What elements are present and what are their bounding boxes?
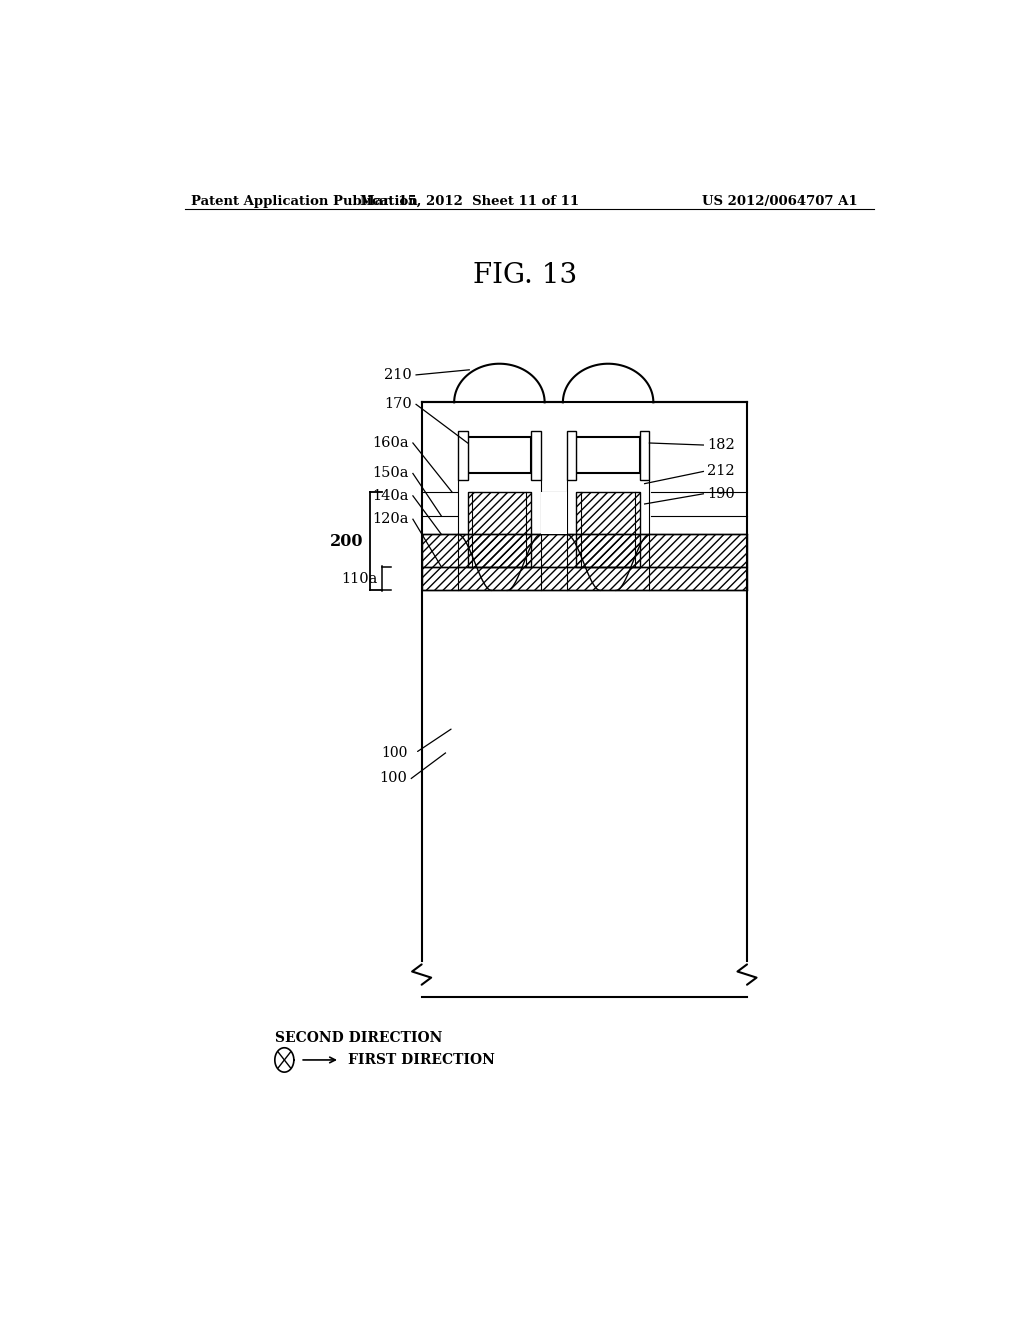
- Text: Mar. 15, 2012  Sheet 11 of 11: Mar. 15, 2012 Sheet 11 of 11: [359, 195, 579, 209]
- Bar: [422, 535, 748, 568]
- Bar: [531, 430, 541, 479]
- Bar: [541, 492, 567, 535]
- Bar: [423, 590, 745, 995]
- Bar: [567, 430, 577, 479]
- Bar: [577, 437, 640, 474]
- Bar: [422, 535, 748, 568]
- Text: Patent Application Publication: Patent Application Publication: [191, 195, 418, 209]
- Text: 150a: 150a: [373, 466, 409, 480]
- Text: 160a: 160a: [373, 436, 409, 450]
- Text: 210: 210: [384, 368, 412, 381]
- Text: 212: 212: [708, 465, 735, 478]
- Text: 100: 100: [381, 746, 408, 760]
- Bar: [640, 430, 649, 479]
- Bar: [468, 492, 531, 568]
- Text: 100: 100: [380, 771, 408, 785]
- Bar: [422, 568, 748, 590]
- Text: 200: 200: [330, 532, 362, 549]
- Text: FIG. 13: FIG. 13: [473, 263, 577, 289]
- Text: 190: 190: [708, 487, 735, 500]
- Text: FIRST DIRECTION: FIRST DIRECTION: [348, 1053, 495, 1067]
- Bar: [468, 437, 531, 474]
- Text: 120a: 120a: [373, 512, 409, 527]
- Text: US 2012/0064707 A1: US 2012/0064707 A1: [702, 195, 858, 209]
- Bar: [577, 492, 640, 568]
- Text: SECOND DIRECTION: SECOND DIRECTION: [274, 1031, 442, 1044]
- Bar: [422, 568, 748, 590]
- Bar: [577, 492, 640, 568]
- Text: 182: 182: [708, 438, 735, 451]
- Text: 170: 170: [384, 397, 412, 412]
- Text: 110a: 110a: [342, 572, 378, 586]
- Bar: [458, 430, 468, 479]
- Text: 140a: 140a: [373, 488, 409, 503]
- Bar: [468, 492, 531, 568]
